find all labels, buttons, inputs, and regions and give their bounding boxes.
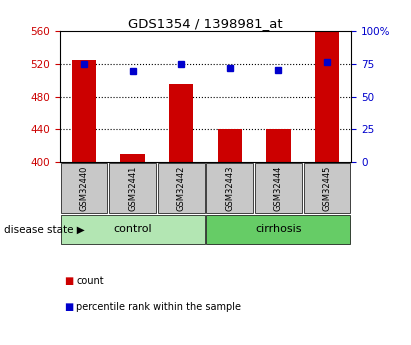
Text: GSM32441: GSM32441 bbox=[128, 165, 137, 211]
Text: percentile rank within the sample: percentile rank within the sample bbox=[76, 302, 241, 312]
Text: control: control bbox=[113, 225, 152, 234]
FancyBboxPatch shape bbox=[60, 163, 107, 213]
Text: ■: ■ bbox=[64, 276, 73, 286]
FancyBboxPatch shape bbox=[158, 163, 205, 213]
Text: GSM32444: GSM32444 bbox=[274, 165, 283, 211]
Title: GDS1354 / 1398981_at: GDS1354 / 1398981_at bbox=[128, 17, 283, 30]
Bar bbox=[72, 60, 96, 162]
Bar bbox=[169, 84, 193, 162]
FancyBboxPatch shape bbox=[304, 163, 351, 213]
Bar bbox=[315, 31, 339, 162]
Text: cirrhosis: cirrhosis bbox=[255, 225, 302, 234]
Bar bbox=[266, 129, 291, 162]
Text: ■: ■ bbox=[64, 302, 73, 312]
Text: count: count bbox=[76, 276, 104, 286]
Text: disease state ▶: disease state ▶ bbox=[4, 225, 85, 234]
Text: GSM32442: GSM32442 bbox=[177, 165, 186, 211]
Bar bbox=[120, 154, 145, 162]
FancyBboxPatch shape bbox=[255, 163, 302, 213]
FancyBboxPatch shape bbox=[60, 215, 205, 244]
Text: GSM32443: GSM32443 bbox=[225, 165, 234, 211]
FancyBboxPatch shape bbox=[109, 163, 156, 213]
Text: GSM32440: GSM32440 bbox=[79, 165, 88, 211]
Bar bbox=[218, 129, 242, 162]
FancyBboxPatch shape bbox=[206, 163, 253, 213]
FancyBboxPatch shape bbox=[206, 215, 351, 244]
Text: GSM32445: GSM32445 bbox=[323, 165, 332, 211]
